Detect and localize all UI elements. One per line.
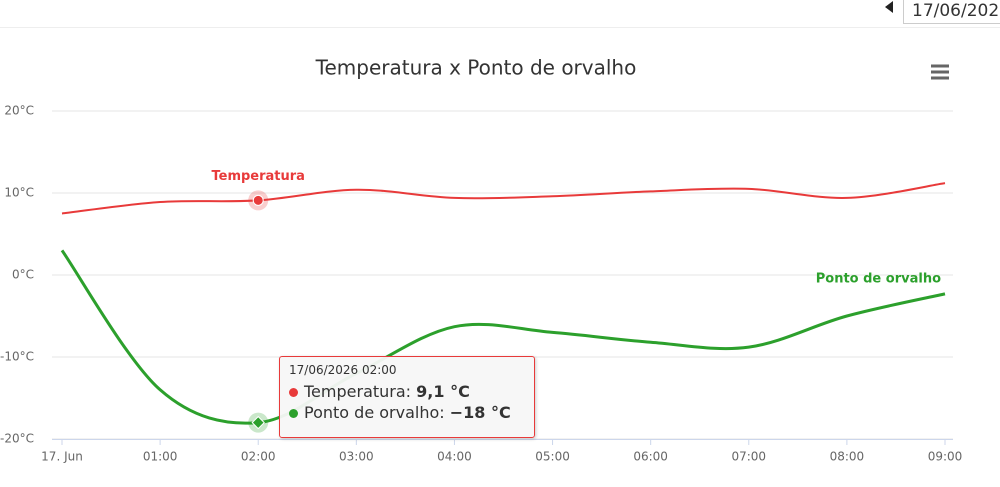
y-tick-label: -20°C <box>0 432 34 446</box>
x-tick-label: 09:00 <box>928 450 963 464</box>
series-line <box>61 182 946 215</box>
x-tick-label: 02:00 <box>241 450 276 464</box>
point-marker <box>252 194 264 206</box>
x-tick-label: 05:00 <box>535 450 570 464</box>
series-label: Ponto de orvalho <box>816 272 941 287</box>
menu-button[interactable] <box>931 64 949 80</box>
series-label: Temperatura <box>211 169 304 184</box>
x-tick-label: 01:00 <box>143 450 178 464</box>
chart-title: Temperatura x Ponto de orvalho <box>315 56 637 80</box>
y-tick-label: 0°C <box>12 268 34 282</box>
tooltip-dot <box>289 409 298 418</box>
y-tick-label: 10°C <box>4 186 34 200</box>
y-tick-label: -10°C <box>0 350 34 364</box>
tooltip-label: Temperatura: <box>304 382 412 401</box>
tooltip-row: Temperatura: 9,1 °C <box>289 381 525 402</box>
y-tick-label: 20°C <box>4 104 34 118</box>
x-tick-label: 07:00 <box>731 450 766 464</box>
tooltip-row: Ponto de orvalho: −18 °C <box>289 402 525 423</box>
tooltip-dot <box>289 388 298 397</box>
prev-arrow[interactable] <box>885 1 893 13</box>
series-line <box>60 249 946 425</box>
tooltip-label: Ponto de orvalho: <box>304 403 445 422</box>
point-marker <box>251 415 265 430</box>
tooltip: 17/06/2026 02:00 Temperatura: 9,1 °C Pon… <box>279 356 535 438</box>
tooltip-value: −18 °C <box>449 403 511 422</box>
tooltip-value: 9,1 °C <box>416 382 470 401</box>
x-tick-label: 06:00 <box>633 450 668 464</box>
x-tick-label: 03:00 <box>339 450 374 464</box>
x-tick-label: 08:00 <box>830 450 865 464</box>
x-tick-label: 17. Jun <box>41 450 83 464</box>
tooltip-title: 17/06/2026 02:00 <box>289 363 397 377</box>
date-input[interactable]: 17/06/2026 <box>903 0 1000 24</box>
x-tick-label: 04:00 <box>437 450 472 464</box>
